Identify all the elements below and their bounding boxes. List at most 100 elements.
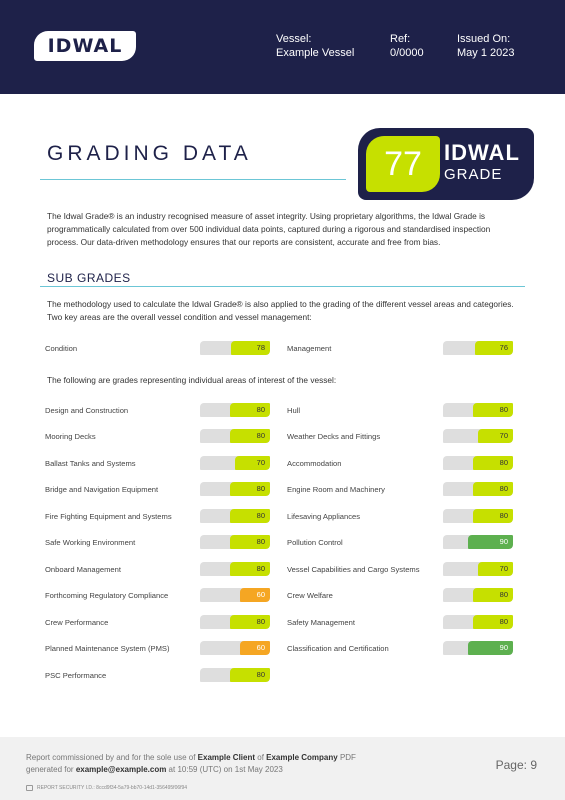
grade-label: Weather Decks and Fittings <box>287 432 381 442</box>
grade-bar-fill <box>478 429 513 444</box>
grade-bar-fill <box>473 588 513 603</box>
grade-value: 80 <box>499 457 508 467</box>
grade-bar: 80 <box>443 455 513 470</box>
page-number: Page: 9 <box>495 758 537 772</box>
grade-bar-fill <box>230 667 270 682</box>
idwal-logo: IDWAL <box>34 31 136 61</box>
grade-label: Accommodation <box>287 458 342 468</box>
grade-label: Bridge and Navigation Equipment <box>45 485 159 495</box>
grade-bar: 60 <box>200 641 270 656</box>
grade-value: 80 <box>256 537 265 547</box>
vessel-value: Example Vessel <box>276 47 355 59</box>
grade-bar: 76 <box>443 341 513 355</box>
grade-value: 90 <box>499 537 508 547</box>
grade-bar-fill <box>230 561 270 576</box>
title-divider <box>40 179 346 180</box>
grade-bar-fill <box>230 429 270 444</box>
grade-bar-fill <box>473 455 513 470</box>
grade-value: 60 <box>256 590 265 600</box>
grade-value: 78 <box>256 343 265 352</box>
grade-bar: 80 <box>200 614 270 629</box>
grade-label: Safe Working Environment <box>45 538 136 548</box>
grade-value: 70 <box>499 431 508 441</box>
sub-grades-divider <box>40 286 525 287</box>
grade-bar-fill <box>231 341 270 355</box>
grade-value: 80 <box>499 510 508 520</box>
grade-value: 80 <box>499 405 508 414</box>
grade-label: Safety Management <box>287 617 355 627</box>
grade-bar: 80 <box>200 535 270 550</box>
ref-value: 0/0000 <box>390 47 424 59</box>
grade-bar: 80 <box>200 561 270 576</box>
footer-text-1: Report commissioned by and for the sole … <box>26 753 198 762</box>
grade-label: Crew Performance <box>45 617 109 627</box>
grade-bar-fill <box>473 508 513 523</box>
grade-bar-fill <box>468 641 513 656</box>
grade-value: 80 <box>499 590 508 600</box>
grade-bar-fill <box>478 561 513 576</box>
grade-bar-fill <box>473 403 513 417</box>
grade-value: 80 <box>256 484 265 494</box>
footer-text-3: PDF generated for <box>26 753 356 774</box>
footer-company: Example Company <box>266 753 338 762</box>
grade-bar: 60 <box>200 588 270 603</box>
grade-value: 80 <box>499 616 508 626</box>
vessel-info: Vessel: Example Vessel <box>276 32 354 60</box>
issued-info: Issued On: May 1 2023 <box>457 32 514 60</box>
issued-label: Issued On: <box>457 33 511 45</box>
grade-bar: 80 <box>200 482 270 497</box>
grade-value: 90 <box>499 643 508 653</box>
ref-label: Ref: <box>390 33 411 45</box>
grade-bar: 80 <box>200 429 270 444</box>
grade-label: Classification and Certification <box>287 644 389 654</box>
grade-bar-fill <box>230 535 270 550</box>
grade-label: Planned Maintenance System (PMS) <box>45 644 170 654</box>
grade-value: 80 <box>256 431 265 441</box>
grade-bar: 78 <box>200 341 270 355</box>
grade-bar: 80 <box>443 482 513 497</box>
grade-label: Onboard Management <box>45 564 121 574</box>
areas-intro: The following are grades representing in… <box>47 375 337 385</box>
grade-bar: 80 <box>200 508 270 523</box>
security-id: REPORT SECURITY I.D.: 8ccd9f34-5a79-bb70… <box>26 785 187 791</box>
grade-label: PSC Performance <box>45 670 107 680</box>
grade-bar-fill <box>240 641 270 656</box>
intro-paragraph: The Idwal Grade® is an industry recognis… <box>47 211 491 248</box>
grade-bar: 80 <box>443 588 513 603</box>
grade-bar: 80 <box>443 403 513 417</box>
grade-bar-fill <box>230 403 270 417</box>
grade-bar: 70 <box>443 429 513 444</box>
page-footer: Report commissioned by and for the sole … <box>0 737 565 800</box>
grade-value: 80 <box>256 669 265 679</box>
footer-email: example@example.com <box>75 765 167 774</box>
grade-bar-fill <box>468 535 513 550</box>
grade-bar-fill <box>473 482 513 497</box>
grade-value: 76 <box>499 343 508 352</box>
grade-label: Design and Construction <box>45 406 129 415</box>
grade-bar: 70 <box>443 561 513 576</box>
grade-value: 80 <box>256 563 265 573</box>
page-title: GRADING DATA <box>47 142 252 165</box>
grade-bar-fill <box>230 508 270 523</box>
methodology-paragraph: The methodology used to calculate the Id… <box>47 299 514 323</box>
grade-value: 80 <box>256 405 265 414</box>
grade-bar-fill <box>235 455 270 470</box>
page-header: IDWAL Vessel: Example Vessel Ref: 0/0000… <box>0 0 565 94</box>
ref-info: Ref: 0/0000 <box>390 32 424 60</box>
footer-text: Report commissioned by and for the sole … <box>26 752 386 776</box>
sub-grades-heading: SUB GRADES <box>47 271 131 285</box>
issued-value: May 1 2023 <box>457 47 515 59</box>
grade-label: Forthcoming Regulatory Compliance <box>45 591 169 601</box>
badge-grade-label: GRADE <box>444 166 503 183</box>
grade-bar: 80 <box>200 667 270 682</box>
vessel-label: Vessel: <box>276 33 312 45</box>
grade-bar-fill <box>475 341 513 355</box>
badge-brand: IDWAL <box>444 140 520 165</box>
grade-value: 80 <box>499 484 508 494</box>
grade-bar-fill <box>230 614 270 629</box>
grade-value: 60 <box>256 643 265 653</box>
grade-bar-fill <box>473 614 513 629</box>
overall-grade-value: 77 <box>366 136 440 192</box>
grade-bar: 70 <box>200 455 270 470</box>
grade-label: Vessel Capabilities and Cargo Systems <box>287 564 420 574</box>
